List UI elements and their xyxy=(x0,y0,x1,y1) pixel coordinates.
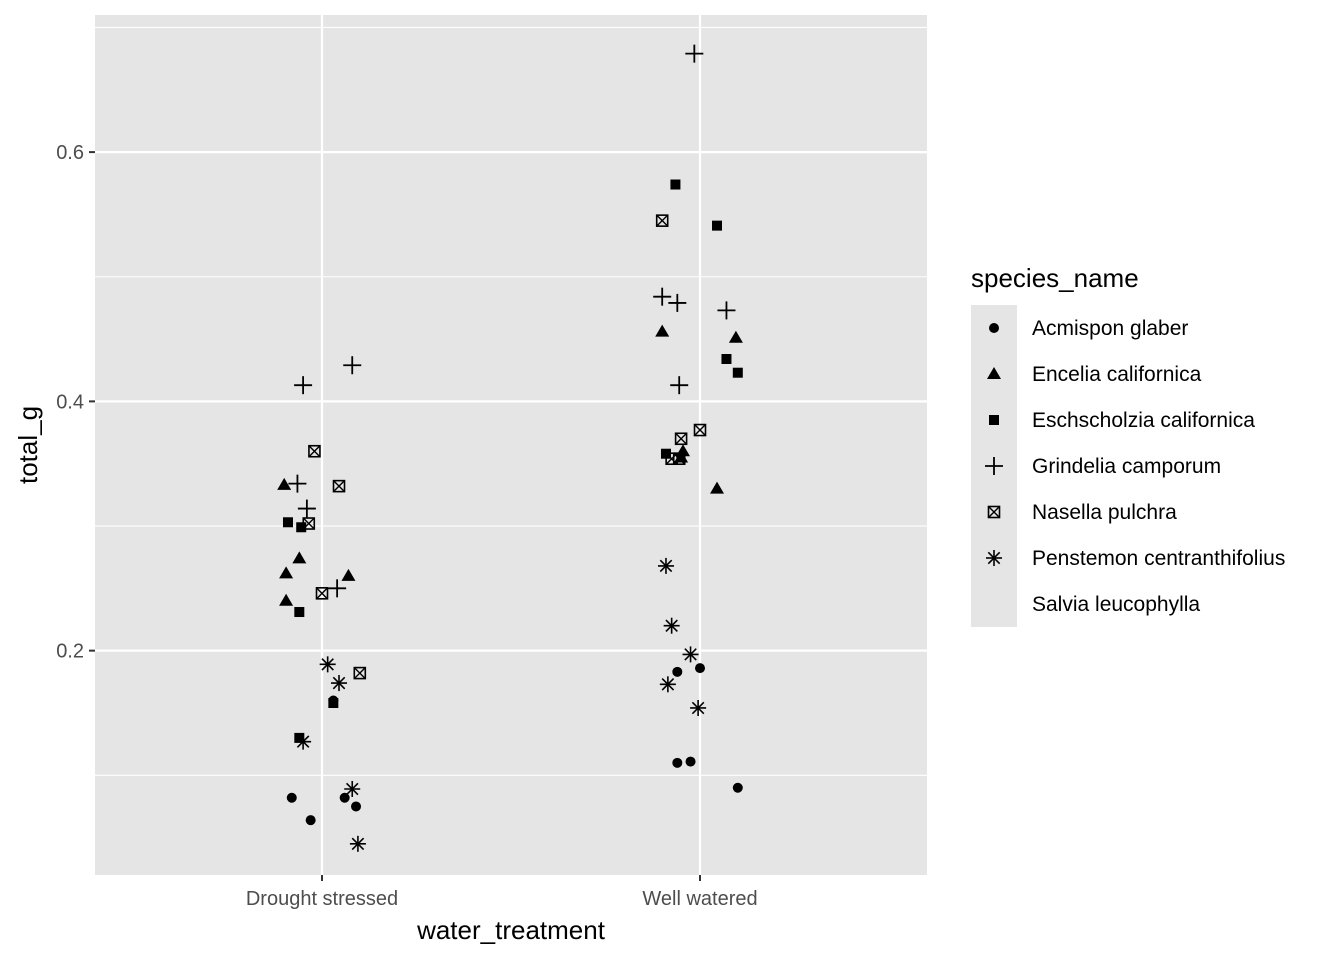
data-point xyxy=(353,666,367,680)
data-point xyxy=(344,781,361,797)
y-axis-ticks: 0.2 0.4 0.6 xyxy=(56,142,95,663)
data-point xyxy=(308,444,321,458)
data-point xyxy=(305,815,316,826)
data-point xyxy=(663,617,680,634)
legend-title: species_name xyxy=(971,263,1139,293)
data-point xyxy=(288,474,307,493)
data-point xyxy=(349,835,366,852)
data-point xyxy=(732,367,743,378)
legend-key xyxy=(989,415,999,425)
legend-label: Salvia leucophylla xyxy=(1032,593,1200,616)
legend-key xyxy=(987,367,1001,379)
x-axis-title: water_treatment xyxy=(416,915,606,945)
x-tick-label: Drought stressed xyxy=(246,888,398,910)
y-tick-label: 0.6 xyxy=(56,142,84,164)
data-point xyxy=(332,479,346,493)
data-point xyxy=(693,423,707,437)
data-point xyxy=(302,517,316,530)
legend-key xyxy=(989,323,999,333)
grid-minor xyxy=(95,26,927,776)
data-point xyxy=(286,792,297,803)
data-point xyxy=(674,432,688,446)
data-point xyxy=(331,675,348,692)
data-point xyxy=(277,477,292,490)
legend-item: Encelia californica xyxy=(987,363,1202,386)
data-point xyxy=(682,646,699,663)
legend: Acmispon glaber Encelia californica Eschsc… xyxy=(971,305,1285,627)
data-point xyxy=(659,676,676,693)
data-point xyxy=(341,568,356,581)
legend-item: Penstemon centranthifolius xyxy=(986,547,1285,570)
data-point xyxy=(710,481,725,494)
legend-label: Acmispon glaber xyxy=(1032,317,1188,340)
data-point xyxy=(292,551,307,564)
x-tick-label: Well watered xyxy=(642,888,757,910)
data-point xyxy=(657,557,674,574)
data-point xyxy=(732,782,743,793)
legend-item: Salvia leucophylla xyxy=(1032,593,1200,616)
legend-item: Eschscholzia californica xyxy=(989,409,1255,432)
data-point xyxy=(343,356,362,375)
data-point xyxy=(672,666,683,677)
data-point xyxy=(721,354,732,364)
x-axis-ticks: Drought stressed Well watered xyxy=(246,875,758,910)
data-point xyxy=(282,517,293,528)
legend-item: Nasella pulchra xyxy=(987,501,1177,524)
data-point xyxy=(328,579,347,598)
data-point xyxy=(294,376,313,395)
data-point xyxy=(717,301,736,320)
legend-key xyxy=(986,550,1002,566)
grid-major xyxy=(95,15,927,875)
legend-key xyxy=(985,457,1003,475)
data-point xyxy=(672,757,683,768)
data-point xyxy=(655,324,670,337)
data-point xyxy=(653,287,672,306)
legend-label: Penstemon centranthifolius xyxy=(1032,547,1285,570)
data-point xyxy=(670,376,689,395)
legend-label: Encelia californica xyxy=(1032,363,1202,386)
data-point xyxy=(315,587,329,600)
y-axis-title: total_g xyxy=(13,406,43,484)
data-point xyxy=(339,792,350,803)
data-point xyxy=(279,593,294,606)
legend-item: Grindelia camporum xyxy=(985,455,1221,478)
data-point xyxy=(294,607,305,618)
y-tick-label: 0.2 xyxy=(56,641,84,663)
legend-key xyxy=(987,505,1001,519)
data-point xyxy=(672,452,686,466)
data-point xyxy=(295,733,312,750)
data-point xyxy=(690,699,707,716)
data-point xyxy=(319,656,336,673)
data-point xyxy=(685,44,704,63)
data-point xyxy=(695,663,705,674)
data-point xyxy=(728,330,743,343)
legend-label: Nasella pulchra xyxy=(1032,501,1177,524)
data-point xyxy=(712,220,723,231)
data-point xyxy=(668,293,687,312)
data-points xyxy=(277,44,743,852)
data-point xyxy=(328,698,339,708)
legend-item: Acmispon glaber xyxy=(989,317,1188,340)
legend-label: Grindelia camporum xyxy=(1032,455,1221,478)
data-point xyxy=(685,756,696,767)
data-point xyxy=(297,499,316,518)
data-point xyxy=(351,801,362,812)
y-tick-label: 0.4 xyxy=(56,391,84,413)
data-point xyxy=(296,522,307,533)
legend-label: Eschscholzia californica xyxy=(1032,409,1255,432)
plot-panel xyxy=(95,15,927,875)
data-point xyxy=(655,214,669,227)
data-point xyxy=(279,566,294,579)
data-point xyxy=(670,179,681,190)
